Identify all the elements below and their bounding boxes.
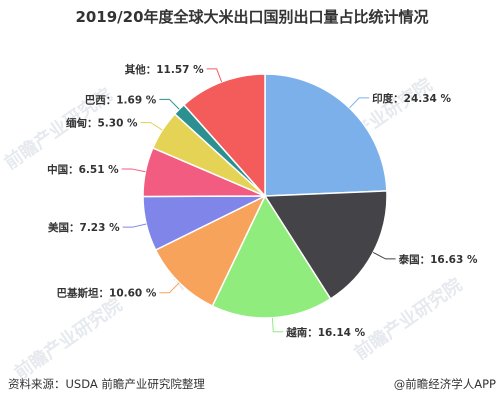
slice-label: 印度：24.34 %: [372, 92, 451, 105]
pie-slice: [264, 73, 388, 197]
leader-line: [349, 97, 370, 109]
slice-label: 美国：7.23 %: [48, 221, 120, 234]
leader-line: [140, 121, 163, 131]
leader-line: [372, 251, 396, 260]
slice-label: 泰国：16.63 %: [398, 253, 478, 266]
slice-label: 越南：16.14 %: [285, 326, 365, 339]
slice-label: 巴西：1.69 %: [85, 94, 157, 106]
leader-line: [159, 98, 180, 110]
leader-line: [121, 168, 146, 173]
leader-line: [271, 317, 284, 333]
leader-line: [206, 68, 223, 83]
leader-line: [159, 282, 180, 294]
pie-slice: [263, 190, 388, 300]
pie-slice: [211, 194, 332, 319]
pie-slices: [142, 73, 388, 319]
leader-line: [122, 223, 147, 228]
slice-label: 其他：11.57 %: [125, 63, 204, 76]
chart-title: 2019/20年度全球大米出口国别出口量占比统计情况: [75, 8, 429, 26]
watermark: 前瞻产业研究院: [350, 274, 466, 364]
slice-label: 中国：6.51 %: [47, 163, 119, 176]
watermark: 前瞻产业研究院: [10, 294, 126, 384]
brand-credit: @前瞻经济学人APP: [393, 377, 496, 391]
slice-label: 缅甸：5.30 %: [66, 116, 138, 129]
pie-labels: 印度：24.34 % 泰国：16.63 % 越南：16.14 % 巴基斯坦：10.60…: [47, 63, 478, 339]
pie-slice: [154, 194, 267, 308]
source-note: 资料来源：USDA 前瞻产业研究院整理: [8, 377, 205, 391]
slice-label: 巴基斯坦：10.60 %: [57, 287, 157, 300]
